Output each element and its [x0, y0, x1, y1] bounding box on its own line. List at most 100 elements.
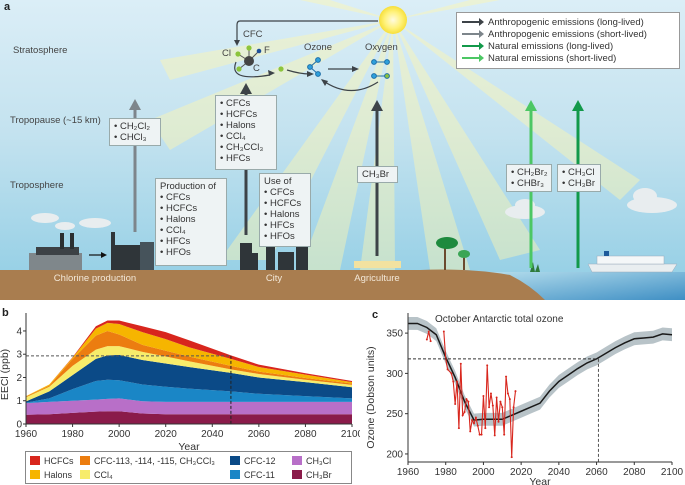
observation-point	[463, 411, 466, 414]
box-item: • HFCs	[264, 220, 295, 231]
arrow-icon	[462, 42, 484, 50]
box-item: • HFCs	[160, 236, 191, 247]
troposphere-label: Troposphere	[10, 180, 64, 191]
legend-item: CFC-113, -114, -115, CH₃CCl₃	[80, 454, 230, 467]
box-item: • CCl₄	[220, 131, 246, 142]
legend-item: Natural emissions (long-lived)	[462, 40, 674, 52]
observation-point	[467, 400, 470, 403]
x-tick-label: 2020	[510, 467, 533, 478]
emissions-legend: Anthropogenic emissions (long-lived) Ant…	[456, 12, 680, 69]
observation-point	[512, 406, 515, 409]
observation-point	[429, 340, 432, 343]
eecl-stacked-area-chart: 1960 1980 2000 2020 2040 2060 2080 2100 0 1 2 3 4 Yea…	[0, 313, 360, 450]
cfc-label: CFC	[243, 29, 263, 40]
stratosphere-label: Stratosphere	[13, 45, 68, 56]
box-item: • HFOs	[264, 231, 295, 242]
production-building-icon	[111, 232, 154, 270]
observation-point	[486, 364, 489, 367]
antarctic-ozone-line-chart: 1960 1980 2000 2020 2040 2060 2080 2100 200 250 30…	[365, 313, 684, 485]
x-tick-label: 2080	[294, 429, 317, 440]
chart-title: October Antarctic total ozone	[435, 314, 564, 325]
model-uncertainty-band	[408, 317, 672, 427]
box-item: • CFCs	[160, 192, 191, 203]
x-tick-label: 2080	[623, 467, 646, 478]
stratosphere-bound-gases-box: • CFCs • HCFCs • Halons • CCl₄ • CH₃CCl₃…	[215, 95, 277, 170]
y-axis-label: EECl (ppb)	[0, 349, 11, 400]
chlorine-production-label: Chlorine production	[53, 273, 137, 284]
legend-item: CH₃Br	[292, 468, 347, 481]
natural-short-lived-box: • CH₂Br₂ • CHBr₃	[506, 164, 552, 192]
observation-point	[478, 433, 481, 436]
observation-point	[484, 427, 487, 430]
observation-point	[510, 456, 513, 459]
y-tick-label: 300	[386, 369, 403, 380]
box-item: • CH₂Br₂	[511, 167, 548, 178]
observation-point	[446, 368, 449, 371]
legend-item: Anthropogenic emissions (short-lived)	[462, 28, 674, 40]
panel-c-label: c	[372, 309, 379, 321]
box-item: • HCFCs	[160, 203, 198, 214]
natural-long-lived-box: • CH₃Cl • CH₃Br	[557, 164, 601, 192]
legend-label: Natural emissions (short-lived)	[488, 52, 617, 64]
legend-swatch	[292, 456, 302, 465]
observation-point	[473, 422, 475, 425]
observation-point	[456, 380, 459, 383]
box-item: • HFOs	[160, 247, 191, 258]
box-item: • CH₃Br	[562, 178, 596, 189]
box-item: • HFCs	[220, 153, 251, 164]
production-box: Production of • CFCs • HCFCs • Halons • …	[155, 178, 227, 266]
legend-item: CFC-12	[230, 454, 292, 467]
use-box: Use of • CFCs • HCFCs • Halons • HFCs • …	[259, 173, 311, 247]
legend-item: Anthropogenic emissions (long-lived)	[462, 16, 674, 28]
observation-point	[503, 433, 506, 436]
box-item: CH₃Br	[362, 169, 390, 180]
legend-item: Halons	[30, 468, 80, 481]
legend-swatch	[30, 456, 40, 465]
x-axis-label: Year	[178, 441, 200, 450]
city-label: City	[265, 273, 283, 284]
box-item: • HCFCs	[264, 198, 302, 209]
legend-label: CH₃Br	[306, 469, 332, 480]
observation-point	[452, 380, 455, 383]
legend-swatch	[230, 470, 240, 479]
tree-icon	[436, 237, 470, 270]
observation-point	[459, 362, 462, 365]
observation-point	[461, 414, 464, 417]
observation-point	[482, 394, 485, 397]
observation-point	[425, 338, 428, 341]
x-tick-label: 2100	[341, 429, 360, 440]
observation-point	[506, 392, 509, 395]
y-tick-label: 2	[16, 373, 22, 384]
legend-item: CFC-11	[230, 468, 292, 481]
box-item: • Halons	[220, 120, 256, 131]
observation-point	[427, 330, 430, 333]
x-tick-label: 1980	[435, 467, 458, 478]
short-lived-anthropogenic-box: • CH₂Cl₂ • CHCl₃	[109, 118, 161, 146]
box-item: • HCFCs	[220, 109, 258, 120]
oxygen-label: Oxygen	[365, 42, 398, 53]
observation-point	[501, 406, 504, 409]
y-tick-label: 0	[16, 420, 22, 431]
legend-label: CFC-113, -114, -115, CH₃CCl₃	[94, 455, 215, 466]
cfc-molecule-icon	[235, 45, 284, 72]
observation-point	[476, 424, 479, 427]
x-tick-label: 2000	[472, 467, 495, 478]
observation-point	[499, 400, 502, 403]
legend-swatch	[230, 456, 240, 465]
box-item: • CHCl₃	[114, 132, 147, 143]
legend-label: Halons	[44, 469, 73, 480]
arrow-icon	[462, 18, 484, 26]
legend-label: CFC-12	[244, 455, 276, 466]
box-item: • CFCs	[264, 187, 295, 198]
legend-item: CCl₄	[80, 468, 230, 481]
box-item: • CH₃Cl	[562, 167, 595, 178]
x-axis-label: Year	[529, 476, 551, 485]
y-tick-label: 3	[16, 350, 22, 361]
observation-point	[465, 398, 468, 401]
chlorine-factory-icon	[29, 233, 82, 270]
box-item: • CFCs	[220, 98, 251, 109]
box-item: • Halons	[160, 214, 196, 225]
legend-swatch	[292, 470, 302, 479]
oxygen-molecule-icon	[371, 59, 390, 79]
observation-point	[493, 434, 496, 437]
